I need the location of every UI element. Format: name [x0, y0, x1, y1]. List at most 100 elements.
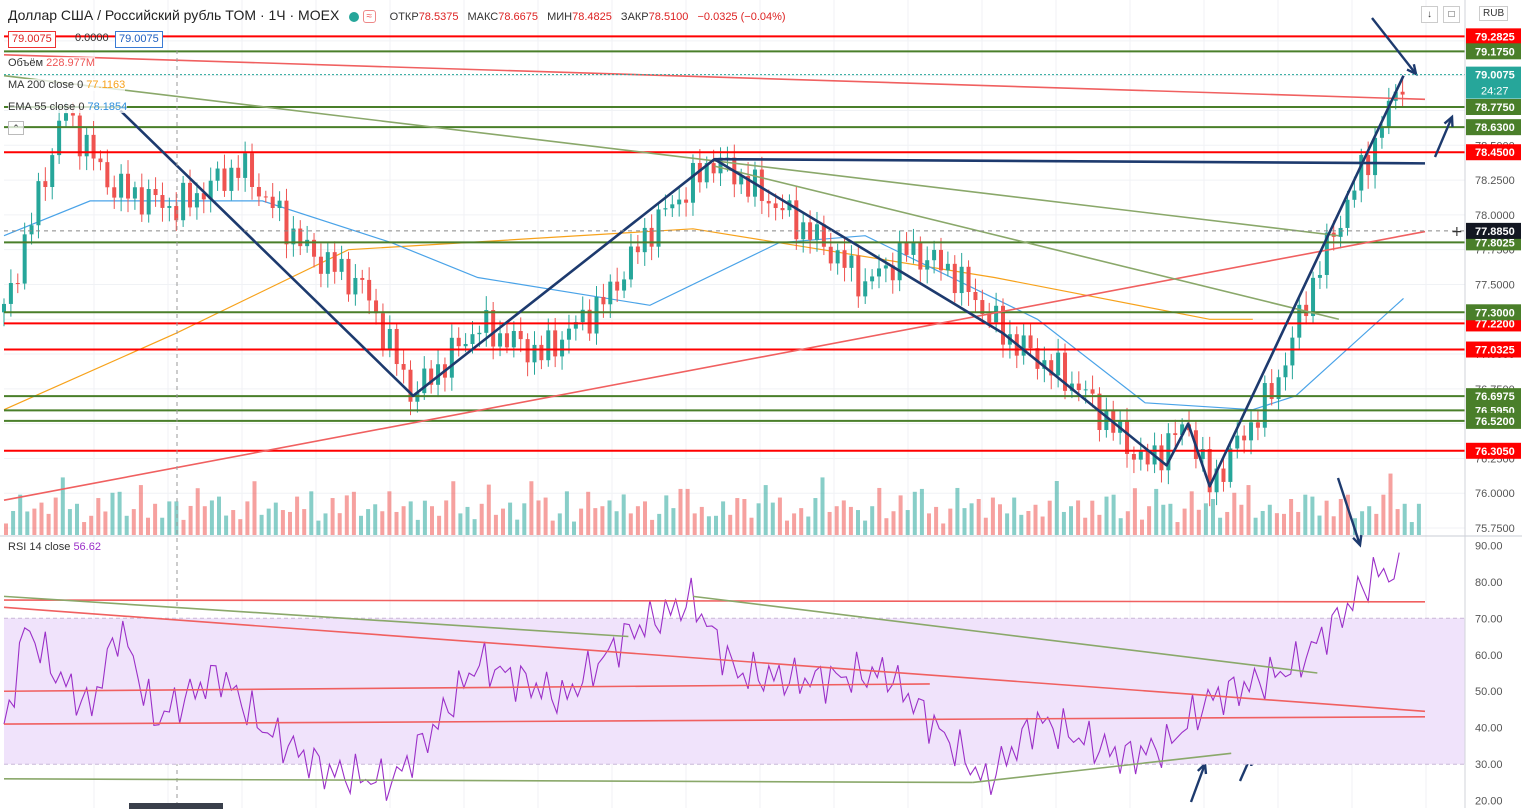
- candle-body: [415, 393, 420, 402]
- candle-body: [1324, 232, 1329, 275]
- rsi-tick-label: 30.00: [1475, 759, 1503, 771]
- candle-body: [353, 277, 358, 295]
- candle-body: [429, 368, 434, 385]
- ohlc-values: ОТКР78.5375 МАКС78.6675 МИН78.4825 ЗАКР7…: [389, 11, 786, 23]
- volume-bar: [273, 502, 278, 535]
- volume-bar: [415, 519, 420, 535]
- candle-body: [518, 331, 523, 340]
- volume-bar: [998, 504, 1002, 535]
- volume-bar: [39, 502, 44, 535]
- volume-bar: [202, 506, 207, 535]
- volume-bar: [841, 500, 846, 535]
- price-axis: 79.250079.000078.750078.500078.250078.00…: [1464, 0, 1521, 808]
- candle-body: [835, 250, 840, 264]
- volume-bar: [1395, 509, 1400, 535]
- volume-bar: [1040, 516, 1045, 535]
- ema-legend: EMA 55 close 0 78.1854: [8, 101, 128, 113]
- candle-body: [504, 333, 509, 348]
- volume-bar: [252, 481, 257, 535]
- arrow-annotation-head: [1406, 63, 1418, 77]
- candle-body: [1262, 383, 1267, 428]
- bid-price[interactable]: 79.0075: [8, 31, 56, 48]
- collapse-legend-icon[interactable]: ⌃: [8, 121, 24, 135]
- low-value: 78.4825: [572, 11, 612, 23]
- candle-body: [174, 206, 179, 221]
- candle-body: [98, 158, 103, 163]
- volume-bar: [344, 495, 349, 535]
- candle-body: [380, 313, 385, 350]
- volume-bar: [572, 521, 576, 535]
- candle-body: [1283, 365, 1288, 378]
- rsi-trendline: [3, 778, 973, 784]
- volume-bar: [337, 513, 342, 535]
- crosshair-plus-icon: +: [1451, 224, 1463, 240]
- volume-bar: [735, 498, 740, 535]
- candle-body: [801, 222, 806, 240]
- volume-bar: [1211, 499, 1215, 535]
- red-level-line-tag: [1466, 144, 1521, 161]
- candle-body: [387, 328, 392, 350]
- rsi-pane: [3, 552, 1465, 809]
- currency-badge[interactable]: RUB: [1479, 6, 1509, 21]
- candle-body: [325, 252, 330, 274]
- candle-body: [1352, 190, 1357, 200]
- candle-body: [64, 113, 69, 121]
- volume-bar: [437, 515, 442, 535]
- green-level-line-tag: [1466, 98, 1521, 115]
- volume-bar: [18, 494, 23, 535]
- candle-body: [856, 255, 861, 297]
- candle-body: [1249, 422, 1254, 441]
- crosshair-tag: [1466, 222, 1521, 239]
- volume-bar: [408, 501, 413, 535]
- candle-body: [477, 332, 482, 335]
- volume-bar: [777, 497, 782, 535]
- volume-bar: [330, 498, 335, 535]
- rsi-tick-label: 70.00: [1475, 613, 1503, 625]
- candle-body: [112, 187, 117, 198]
- volume-bar: [614, 511, 619, 535]
- candle-body: [291, 228, 296, 245]
- volume-bar: [671, 508, 676, 535]
- scroll-down-button[interactable]: ↓: [1421, 6, 1438, 23]
- volume-bar: [444, 500, 449, 535]
- volume-bar: [1324, 500, 1329, 535]
- volume-bar: [1026, 511, 1031, 535]
- arrow-annotation: [1371, 17, 1417, 75]
- candle-body: [821, 224, 826, 247]
- candle-body: [1049, 360, 1054, 376]
- ask-price[interactable]: 79.0075: [115, 31, 163, 48]
- volume-bar: [976, 499, 981, 535]
- candle-body: [36, 181, 41, 226]
- volume-bar: [32, 508, 37, 535]
- candle-body: [656, 209, 661, 247]
- market-status-icon: [348, 11, 359, 22]
- volume-bar: [124, 515, 129, 535]
- candle-body: [1063, 352, 1068, 391]
- volume-bar: [820, 477, 825, 535]
- current-price-tag: [1466, 66, 1521, 99]
- volume-bar: [103, 511, 108, 535]
- candle-body: [250, 153, 255, 187]
- volume-bar: [579, 508, 584, 535]
- green-level-line-label: 77.3000: [1475, 307, 1515, 319]
- green-level-line-label: 76.5200: [1475, 416, 1515, 428]
- green-level-line-tag: [1466, 119, 1521, 136]
- candle-body: [945, 263, 950, 271]
- candle-body: [1125, 420, 1130, 454]
- volume-bar: [1168, 503, 1173, 535]
- volume-bar: [692, 513, 697, 535]
- candle-body: [994, 305, 999, 323]
- candle-body: [188, 182, 193, 208]
- candle-body: [484, 310, 489, 333]
- volume-bar: [316, 520, 321, 535]
- compare-icon[interactable]: ≈: [362, 10, 377, 24]
- candle-body: [119, 173, 124, 198]
- maximize-button[interactable]: □: [1443, 6, 1460, 23]
- candle-body: [201, 193, 206, 200]
- volume-bar: [117, 491, 122, 535]
- candle-body: [194, 193, 199, 208]
- close-value: 78.5100: [648, 11, 689, 23]
- rsi-tick-label: 60.00: [1475, 650, 1503, 662]
- candle-body: [918, 242, 923, 270]
